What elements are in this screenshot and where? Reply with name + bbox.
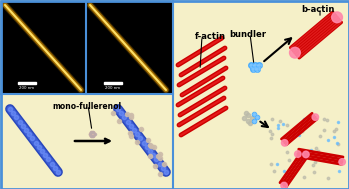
- Ellipse shape: [290, 47, 300, 58]
- Bar: [104, 82, 122, 84]
- Text: mono-fullerenol: mono-fullerenol: [52, 102, 121, 111]
- Ellipse shape: [303, 151, 309, 158]
- Ellipse shape: [339, 159, 346, 165]
- Bar: [173, 1, 348, 188]
- Ellipse shape: [295, 151, 301, 157]
- Bar: [1, 94, 173, 188]
- Text: b-actin: b-actin: [301, 5, 335, 14]
- Ellipse shape: [312, 114, 319, 120]
- Text: bundler: bundler: [230, 30, 267, 39]
- Ellipse shape: [281, 140, 288, 146]
- Bar: [18, 82, 36, 84]
- Bar: [87, 1, 171, 94]
- Ellipse shape: [281, 182, 287, 189]
- Text: f-actin: f-actin: [195, 32, 226, 41]
- Text: 200 nm: 200 nm: [105, 86, 120, 90]
- Bar: [1, 1, 86, 94]
- Text: 200 nm: 200 nm: [20, 86, 35, 90]
- Ellipse shape: [332, 12, 342, 23]
